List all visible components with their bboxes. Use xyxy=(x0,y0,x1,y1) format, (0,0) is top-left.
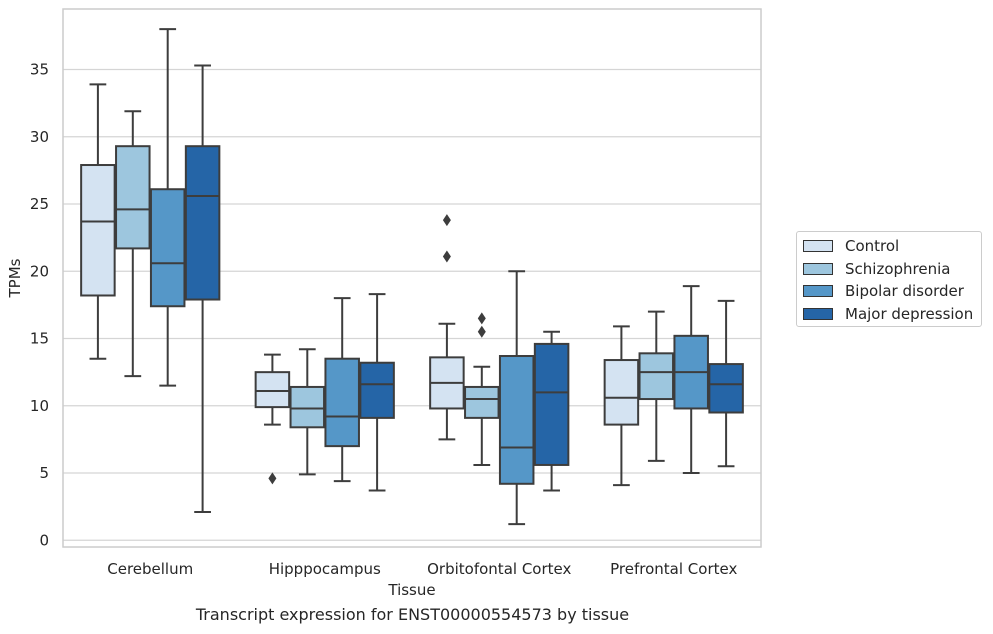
y-tick-label: 35 xyxy=(30,61,49,79)
y-tick-label: 15 xyxy=(30,330,49,348)
legend-label: Control xyxy=(845,237,900,255)
box-bipolar-disorder xyxy=(498,270,535,526)
y-tick-label: 5 xyxy=(39,464,49,482)
box-control xyxy=(429,214,465,441)
box xyxy=(708,363,744,414)
box xyxy=(324,357,360,448)
legend-swatch xyxy=(803,262,833,275)
box-major-depression xyxy=(359,293,395,492)
legend: Control Schizophrenia Bipolar disorder Majo… xyxy=(796,231,982,327)
box-bipolar-disorder xyxy=(149,28,186,387)
box-control xyxy=(254,353,291,485)
legend-item: Control xyxy=(803,236,899,256)
x-tick-label: Cerebellum xyxy=(107,560,193,578)
legend-label: Bipolar disorder xyxy=(845,282,964,300)
outlier-marker xyxy=(442,214,451,227)
legend-label: Schizophrenia xyxy=(845,259,951,278)
box-control xyxy=(603,325,640,487)
box-major-depression xyxy=(708,299,744,468)
box xyxy=(359,361,395,419)
y-tick-label: 20 xyxy=(30,262,49,280)
box-schizophrenia xyxy=(464,312,500,466)
legend-item: Major depression xyxy=(803,304,973,324)
box xyxy=(289,385,326,429)
outlier-marker xyxy=(268,472,277,485)
box xyxy=(638,352,675,401)
box-major-depression xyxy=(184,64,221,514)
y-axis-label: TPMs xyxy=(6,258,24,298)
x-axis-label: Tissue xyxy=(387,581,435,599)
box xyxy=(149,188,186,308)
legend-item: Bipolar disorder xyxy=(803,281,964,301)
y-tick-label: 10 xyxy=(30,397,49,415)
y-tick-label: 0 xyxy=(39,531,49,549)
box-schizophrenia xyxy=(638,310,675,462)
legend-swatch xyxy=(803,285,833,297)
x-tick-label: Hipppocampus xyxy=(269,560,381,578)
box xyxy=(603,359,640,426)
box xyxy=(498,355,535,485)
y-tick-labels: 0 5 10 15 20 25 30 35 xyxy=(30,61,49,550)
box-layer xyxy=(80,28,744,526)
x-tick-labels: Cerebellum Hipppocampus Orbitofontal Corte… xyxy=(107,560,737,578)
box xyxy=(115,145,151,250)
legend-swatch xyxy=(803,240,833,252)
plot-frame xyxy=(62,8,762,548)
y-tick-label: 30 xyxy=(30,128,49,146)
box xyxy=(533,342,570,466)
box-schizophrenia xyxy=(115,110,151,378)
legend-label: Major depression xyxy=(845,304,974,323)
box-bipolar-disorder xyxy=(324,297,360,483)
box xyxy=(254,371,291,409)
box-schizophrenia xyxy=(289,348,326,476)
box-major-depression xyxy=(533,330,570,492)
outlier-marker xyxy=(442,250,451,263)
legend-item: Schizophrenia xyxy=(803,259,950,279)
outlier-marker xyxy=(477,312,486,325)
y-tick-label: 25 xyxy=(30,195,49,213)
box xyxy=(464,385,500,419)
x-tick-label: Orbitofontal Cortex xyxy=(427,560,571,578)
figure-caption: Transcript expression for ENST0000055457… xyxy=(195,605,630,624)
box-bipolar-disorder xyxy=(673,285,709,475)
outlier-marker xyxy=(477,325,486,338)
box-control xyxy=(80,83,116,360)
box xyxy=(80,164,116,297)
legend-swatch xyxy=(803,307,833,320)
x-tick-label: Prefrontal Cortex xyxy=(610,560,737,578)
box xyxy=(184,145,221,301)
